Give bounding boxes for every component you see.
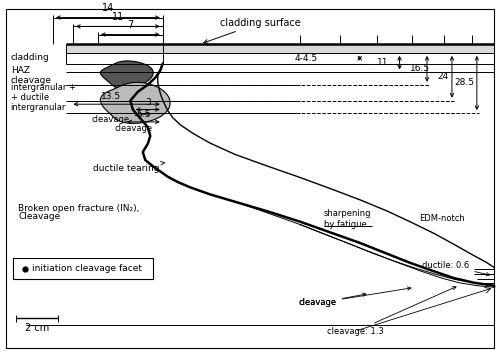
Text: Cleavage: Cleavage [18, 212, 60, 221]
Text: 7: 7 [127, 20, 134, 30]
Text: 24: 24 [437, 72, 448, 81]
Text: 14: 14 [102, 3, 114, 13]
Text: 4-4.5: 4-4.5 [295, 54, 318, 63]
Text: initiation cleavage facet: initiation cleavage facet [32, 264, 142, 273]
Text: 5.5: 5.5 [136, 110, 150, 119]
Text: cladding surface: cladding surface [204, 18, 300, 43]
Text: sharpening
by fatigue: sharpening by fatigue [324, 209, 372, 229]
Polygon shape [100, 82, 170, 124]
Text: 3: 3 [145, 98, 150, 107]
Text: cleavage: 1.3: cleavage: 1.3 [328, 287, 456, 336]
Bar [66, 44, 494, 53]
Text: intergranular +
+ ductile: intergranular + + ductile [10, 83, 76, 102]
Bar [13, 258, 153, 279]
Text: cleavage: cleavage [299, 293, 366, 308]
Text: 2 cm: 2 cm [24, 324, 49, 334]
Text: cleavage: cleavage [299, 287, 411, 308]
Text: cladding: cladding [10, 53, 50, 62]
Text: 16.5: 16.5 [410, 64, 430, 73]
Text: cleavage: cleavage [92, 112, 150, 124]
Text: 13.5: 13.5 [102, 92, 121, 101]
Text: 28.5: 28.5 [454, 78, 474, 88]
Polygon shape [100, 61, 154, 90]
Text: 11: 11 [377, 58, 388, 67]
Text: Broken open fracture (IN₂),: Broken open fracture (IN₂), [18, 204, 140, 213]
Text: ductile: 0.6: ductile: 0.6 [422, 261, 490, 276]
Text: HAZ
cleavage: HAZ cleavage [10, 66, 51, 85]
Text: 11: 11 [112, 12, 124, 22]
Text: cleavage: cleavage [114, 124, 152, 133]
Text: ductile tearing: ductile tearing [93, 162, 165, 173]
Text: intergranular: intergranular [10, 103, 66, 112]
Text: EDM-notch: EDM-notch [420, 214, 466, 222]
